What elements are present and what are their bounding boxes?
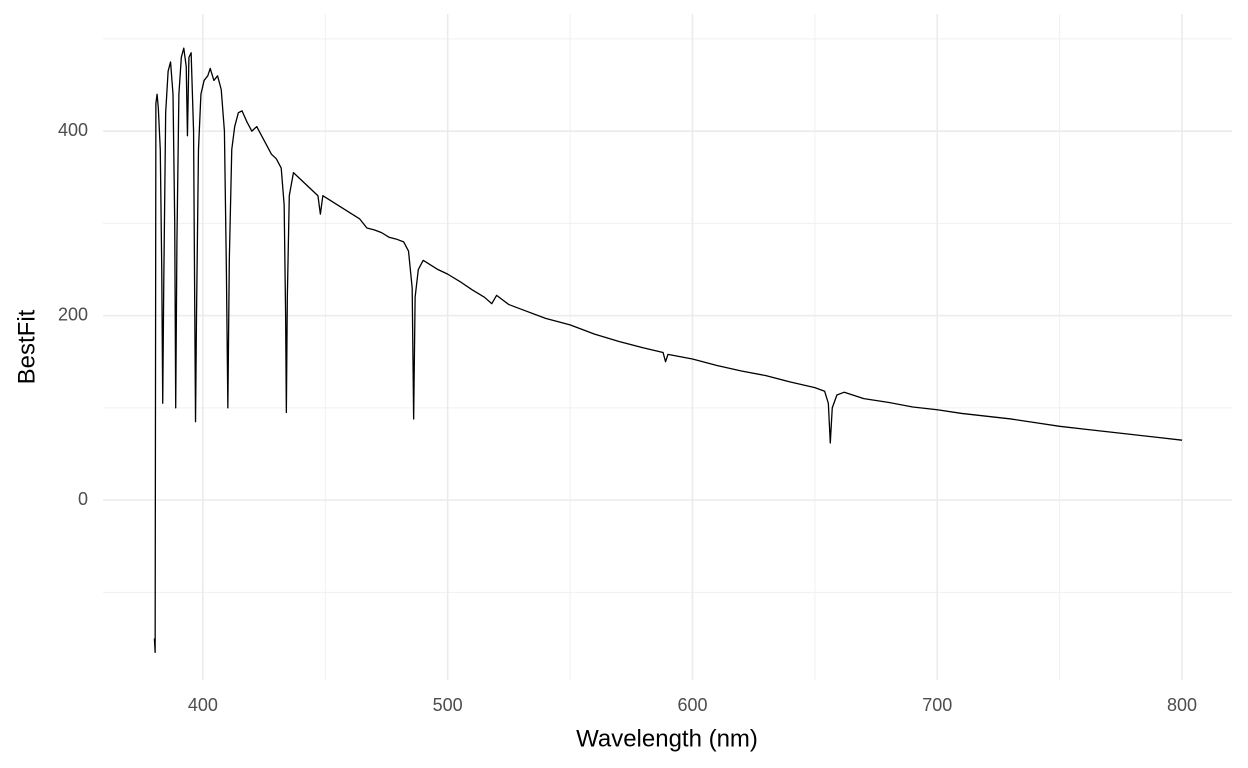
x-tick-label: 600 — [677, 695, 707, 715]
x-axis-title: Wavelength (nm) — [576, 725, 758, 752]
y-tick-label: 0 — [78, 489, 88, 509]
x-tick-label: 500 — [433, 695, 463, 715]
y-tick-label: 400 — [58, 120, 88, 140]
x-tick-label: 800 — [1167, 695, 1197, 715]
x-tick-label: 700 — [922, 695, 952, 715]
y-tick-label: 200 — [58, 304, 88, 324]
y-axis-title: BestFit — [13, 309, 40, 384]
spectrum-line — [153, 47, 1183, 653]
grid — [103, 14, 1232, 680]
x-tick-label: 400 — [188, 695, 218, 715]
